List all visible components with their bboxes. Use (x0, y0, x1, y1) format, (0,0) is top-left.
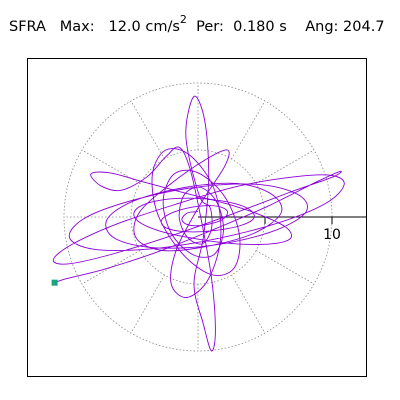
period-value: 0.180 s (233, 18, 287, 35)
angle-value: 204.7 (343, 18, 385, 35)
end-point-marker (51, 279, 58, 286)
max-exponent: 2 (179, 13, 187, 26)
grid-spoke (231, 100, 266, 160)
max-value: 12.0 cm/s (108, 18, 180, 35)
max-label: Max: (59, 18, 95, 35)
angle-label: Ang: (305, 18, 339, 35)
chart-title: SFRA Max: 12.0 cm/s2 Per: 0.180 s Ang: 2… (9, 13, 385, 35)
series-line (52, 95, 345, 352)
period-label: Per: (196, 18, 224, 35)
grid-spoke (255, 149, 315, 184)
grid-spoke (231, 274, 266, 334)
station-code: SFRA (9, 18, 46, 35)
acceleration-orbit (52, 95, 345, 352)
end-marker (51, 279, 58, 286)
plot-frame (27, 58, 367, 377)
x-tick-label: 10 (323, 227, 341, 243)
grid-spoke (255, 250, 315, 285)
grid-spoke (130, 100, 165, 160)
grid-spoke (81, 250, 141, 285)
grid-spoke (130, 274, 165, 334)
